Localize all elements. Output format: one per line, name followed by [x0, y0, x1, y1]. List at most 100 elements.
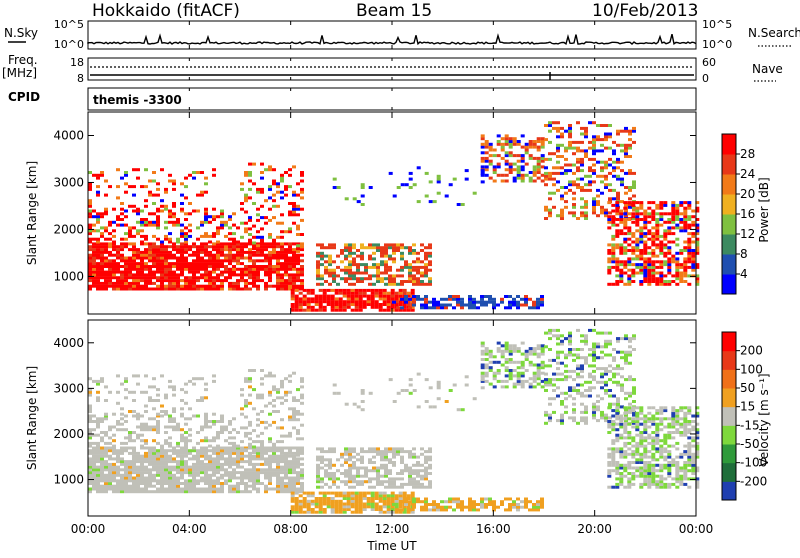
- velocity-cell: [537, 344, 541, 347]
- velocity-cell: [104, 417, 108, 420]
- power-cell: [192, 242, 196, 245]
- velocity-cell: [288, 449, 292, 452]
- power-cell: [659, 277, 663, 280]
- power-cell: [497, 163, 501, 166]
- power-cell: [627, 218, 631, 221]
- power-cell: [615, 224, 619, 227]
- power-cell: [268, 245, 272, 248]
- power-cell: [675, 257, 679, 260]
- power-cell: [643, 241, 647, 244]
- velocity-cell: [200, 426, 204, 429]
- power-cell: [392, 243, 396, 246]
- power-cell: [284, 257, 288, 260]
- velocity-cell: [164, 479, 168, 482]
- power-cell: [604, 209, 608, 212]
- power-cell: [252, 254, 256, 257]
- power-cell: [384, 283, 388, 286]
- velocity-cell: [188, 474, 192, 477]
- power-cell: [380, 260, 384, 263]
- velocity-cell: [228, 474, 232, 477]
- power-cell: [172, 245, 176, 248]
- power-cell: [136, 229, 140, 232]
- power-cell: [643, 249, 647, 252]
- power-cell: [416, 277, 420, 280]
- power-cell: [367, 295, 371, 298]
- velocity-cell: [272, 385, 276, 388]
- velocity-cell: [260, 394, 264, 397]
- velocity-cell: [604, 389, 608, 392]
- velocity-cell: [132, 460, 136, 463]
- velocity-cell: [623, 445, 627, 448]
- velocity-cell: [371, 505, 375, 508]
- power-cell: [675, 260, 679, 263]
- power-cell: [687, 246, 691, 249]
- power-cell: [164, 235, 168, 238]
- velocity-cell: [372, 486, 376, 489]
- velocity-cell: [172, 488, 176, 491]
- power-cell: [296, 271, 300, 274]
- power-cell: [168, 245, 172, 248]
- power-cell: [655, 277, 659, 280]
- velocity-cell: [513, 350, 517, 353]
- velocity-cell: [331, 508, 335, 511]
- power-cell: [244, 196, 248, 199]
- power-cell: [424, 257, 428, 260]
- velocity-cell: [252, 455, 256, 458]
- power-cell: [485, 140, 489, 143]
- power-cell: [92, 282, 96, 285]
- power-cell: [517, 165, 521, 168]
- power-cell: [252, 282, 256, 285]
- velocity-cell: [300, 474, 304, 477]
- power-cell: [288, 168, 292, 171]
- power-cell: [156, 268, 160, 271]
- velocity-cell: [368, 447, 372, 450]
- power-cell: [517, 143, 521, 146]
- power-cell: [592, 149, 596, 152]
- velocity-cell: [568, 389, 572, 392]
- power-cell: [88, 224, 92, 227]
- velocity-cell: [400, 483, 404, 486]
- power-cell: [667, 249, 671, 252]
- velocity-cell: [168, 471, 172, 474]
- velocity-cell: [424, 508, 428, 511]
- power-cell: [604, 211, 608, 214]
- velocity-cell: [148, 477, 152, 480]
- power-cell: [387, 300, 391, 303]
- power-cell: [409, 178, 413, 181]
- power-cell: [216, 251, 220, 254]
- power-cell: [556, 149, 560, 152]
- power-cell: [331, 295, 335, 298]
- power-cell: [492, 298, 496, 301]
- power-cell: [316, 263, 320, 266]
- power-cell: [216, 248, 220, 251]
- velocity-cell: [216, 479, 220, 482]
- power-cell: [188, 224, 192, 227]
- velocity-cell: [296, 448, 300, 451]
- velocity-cell: [184, 490, 188, 493]
- power-cell: [315, 300, 319, 303]
- power-cell: [232, 245, 236, 248]
- power-cell: [176, 279, 180, 282]
- power-cell: [404, 263, 408, 266]
- power-cell: [624, 152, 628, 155]
- power-cell: [448, 295, 452, 298]
- velocity-cell: [624, 359, 628, 362]
- velocity-cell: [380, 450, 384, 453]
- power-cell: [292, 208, 296, 211]
- velocity-cell: [100, 474, 104, 477]
- power-cell: [291, 309, 295, 312]
- power-cell: [188, 262, 192, 265]
- velocity-cell: [452, 498, 456, 501]
- power-cell: [460, 306, 464, 309]
- power-cell: [124, 279, 128, 282]
- colorbar-swatch: [722, 214, 736, 235]
- power-cell: [216, 215, 220, 218]
- power-cell: [272, 251, 276, 254]
- power-cell: [631, 221, 635, 224]
- power-cell: [352, 283, 356, 286]
- velocity-cell: [284, 399, 288, 402]
- power-cell: [319, 289, 323, 292]
- power-cell: [521, 154, 525, 157]
- velocity-cell: [307, 508, 311, 511]
- power-cell: [116, 215, 120, 218]
